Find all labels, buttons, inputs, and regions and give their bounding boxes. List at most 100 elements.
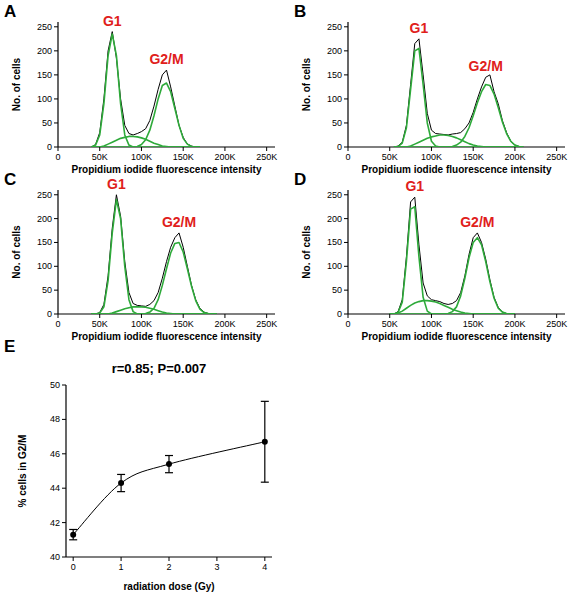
x-tick [216, 557, 217, 561]
x-tick [183, 314, 184, 318]
panel-letter: B [294, 2, 306, 21]
x-tick [266, 147, 267, 151]
y-tick [344, 242, 348, 243]
x-tick [431, 147, 432, 151]
error-cap [165, 455, 173, 456]
error-cap [165, 472, 173, 473]
panel: E01234404244464850radiation dose (Gy)% c… [4, 337, 272, 592]
peak-label: G2/M [149, 51, 183, 67]
y-tick-label: 150 [37, 70, 52, 80]
y-tick-label: 46 [50, 449, 60, 459]
point [70, 532, 76, 538]
x-tick [73, 557, 74, 561]
x-tick-label: 100K [131, 319, 152, 329]
x-axis-label: Propidium iodide fluorescence intensity [71, 331, 261, 342]
panel-letter: A [4, 2, 16, 21]
y-tick [54, 218, 58, 219]
y-tick-label: 40 [50, 552, 60, 562]
y-tick-label: 100 [37, 261, 52, 271]
panel: D050K100K150K200K250K050100150200250Prop… [294, 170, 567, 342]
panel-letter: D [294, 170, 306, 189]
point [118, 480, 124, 486]
x-tick [224, 147, 225, 151]
x-tick-label: 3 [214, 562, 219, 572]
y-tick [54, 194, 58, 195]
series-line [91, 200, 216, 314]
x-tick-label: 1 [119, 562, 124, 572]
figure: A050K100K150K200K250K050100150200250Prop… [0, 0, 571, 600]
panel-letter: C [4, 170, 16, 189]
y-tick-label: 0 [47, 309, 52, 319]
y-tick-label: 150 [327, 70, 342, 80]
y-tick-label: 50 [50, 380, 60, 390]
point [262, 439, 268, 445]
y-axis-label: No. of cells [301, 225, 312, 279]
y-axis-label: No. of cells [11, 225, 22, 279]
y-axis [65, 385, 66, 557]
x-tick-label: 250K [546, 152, 567, 162]
x-tick-label: 250K [256, 152, 277, 162]
y-tick-label: 0 [337, 309, 342, 319]
error-bar [69, 529, 77, 539]
x-tick [514, 314, 515, 318]
x-tick-label: 100K [421, 319, 442, 329]
y-tick [62, 557, 66, 558]
x-axis-label: Propidium iodide fluorescence intensity [361, 331, 551, 342]
y-tick [54, 266, 58, 267]
x-tick-label: 200K [214, 319, 235, 329]
series-line [91, 34, 200, 147]
point [166, 461, 172, 467]
y-tick [344, 266, 348, 267]
stat-annotation: r=0.85; P=0.007 [112, 361, 207, 376]
error-cap [117, 491, 125, 492]
y-tick-label: 200 [37, 46, 52, 56]
y-tick [344, 74, 348, 75]
y-tick [54, 242, 58, 243]
y-tick [54, 147, 58, 148]
panel-letter: E [4, 337, 15, 356]
x-tick [99, 147, 100, 151]
y-tick [344, 98, 348, 99]
y-tick-label: 50 [332, 118, 342, 128]
y-axis-label: No. of cells [11, 57, 22, 111]
x-tick-label: 0 [71, 562, 76, 572]
y-tick [62, 453, 66, 454]
y-tick-label: 150 [37, 237, 52, 247]
x-tick-label: 0 [345, 152, 350, 162]
x-tick-label: 0 [55, 319, 60, 329]
x-tick-label: 200K [214, 152, 235, 162]
y-axis [347, 22, 348, 147]
y-tick-label: 44 [50, 483, 60, 493]
x-tick-label: 2 [166, 562, 171, 572]
x-tick [264, 557, 265, 561]
x-tick [58, 314, 59, 318]
x-tick-label: 4 [262, 562, 267, 572]
panel: C050K100K150K200K250K050100150200250Prop… [4, 170, 277, 342]
x-tick-label: 50K [382, 152, 398, 162]
y-tick-label: 250 [37, 190, 52, 200]
series-line [91, 195, 216, 314]
y-tick [344, 218, 348, 219]
y-tick-label: 48 [50, 414, 60, 424]
x-tick [556, 314, 557, 318]
y-tick [54, 74, 58, 75]
y-axis-label: No. of cells [301, 57, 312, 111]
y-tick-label: 200 [327, 214, 342, 224]
peak-label: G1 [410, 20, 429, 36]
x-tick-label: 200K [504, 152, 525, 162]
plot-area [390, 197, 515, 314]
x-tick [473, 314, 474, 318]
y-tick-label: 150 [327, 237, 342, 247]
x-tick-label: 100K [421, 152, 442, 162]
y-tick-label: 100 [37, 94, 52, 104]
error-bar [117, 474, 125, 491]
y-tick-label: 100 [327, 261, 342, 271]
x-tick [348, 314, 349, 318]
error-bar [261, 401, 269, 482]
x-tick [348, 147, 349, 151]
x-axis-label: Propidium iodide fluorescence intensity [361, 164, 551, 175]
plot-area [69, 401, 269, 539]
y-tick-label: 100 [327, 94, 342, 104]
series-line [91, 242, 216, 314]
y-tick [54, 50, 58, 51]
